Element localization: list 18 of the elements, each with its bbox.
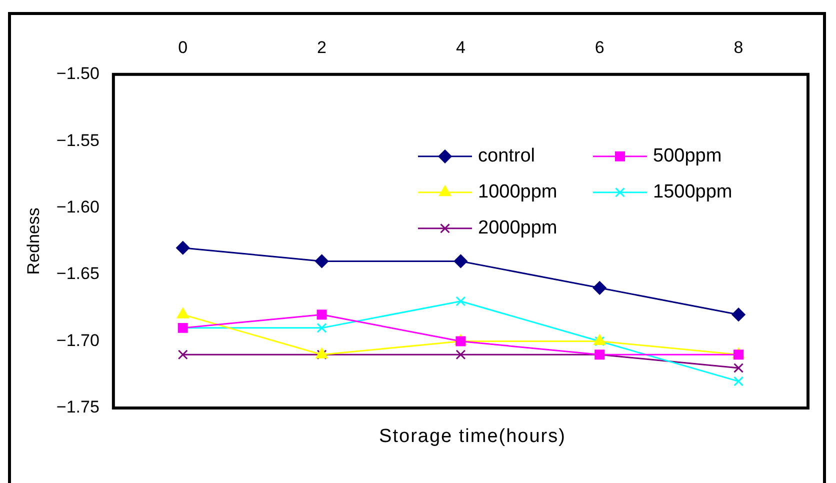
y-tick-label: −1.75: [56, 398, 100, 417]
y-tick-label: −1.50: [56, 64, 100, 84]
legend-label: 2000ppm: [478, 218, 558, 239]
y-tick-label: −1.65: [56, 264, 100, 284]
x-tick-label: 2: [317, 38, 327, 57]
y-axis-title: Redness: [24, 208, 43, 275]
x-tick-label: 4: [456, 38, 466, 57]
legend-label: control: [478, 146, 536, 167]
x-axis-title: Storage time(hours): [378, 426, 567, 448]
y-tick-label: −1.55: [56, 130, 100, 150]
y-tick-label: −1.70: [56, 330, 100, 350]
y-tick-label: −1.60: [56, 198, 100, 217]
legend-label: 1000ppm: [478, 182, 558, 203]
x-tick-label: 8: [734, 38, 744, 57]
x-tick-label: 0: [178, 38, 188, 57]
legend-label: 1500ppm: [653, 182, 732, 203]
legend-label: 500ppm: [653, 146, 722, 167]
x-tick-label: 6: [594, 38, 604, 57]
